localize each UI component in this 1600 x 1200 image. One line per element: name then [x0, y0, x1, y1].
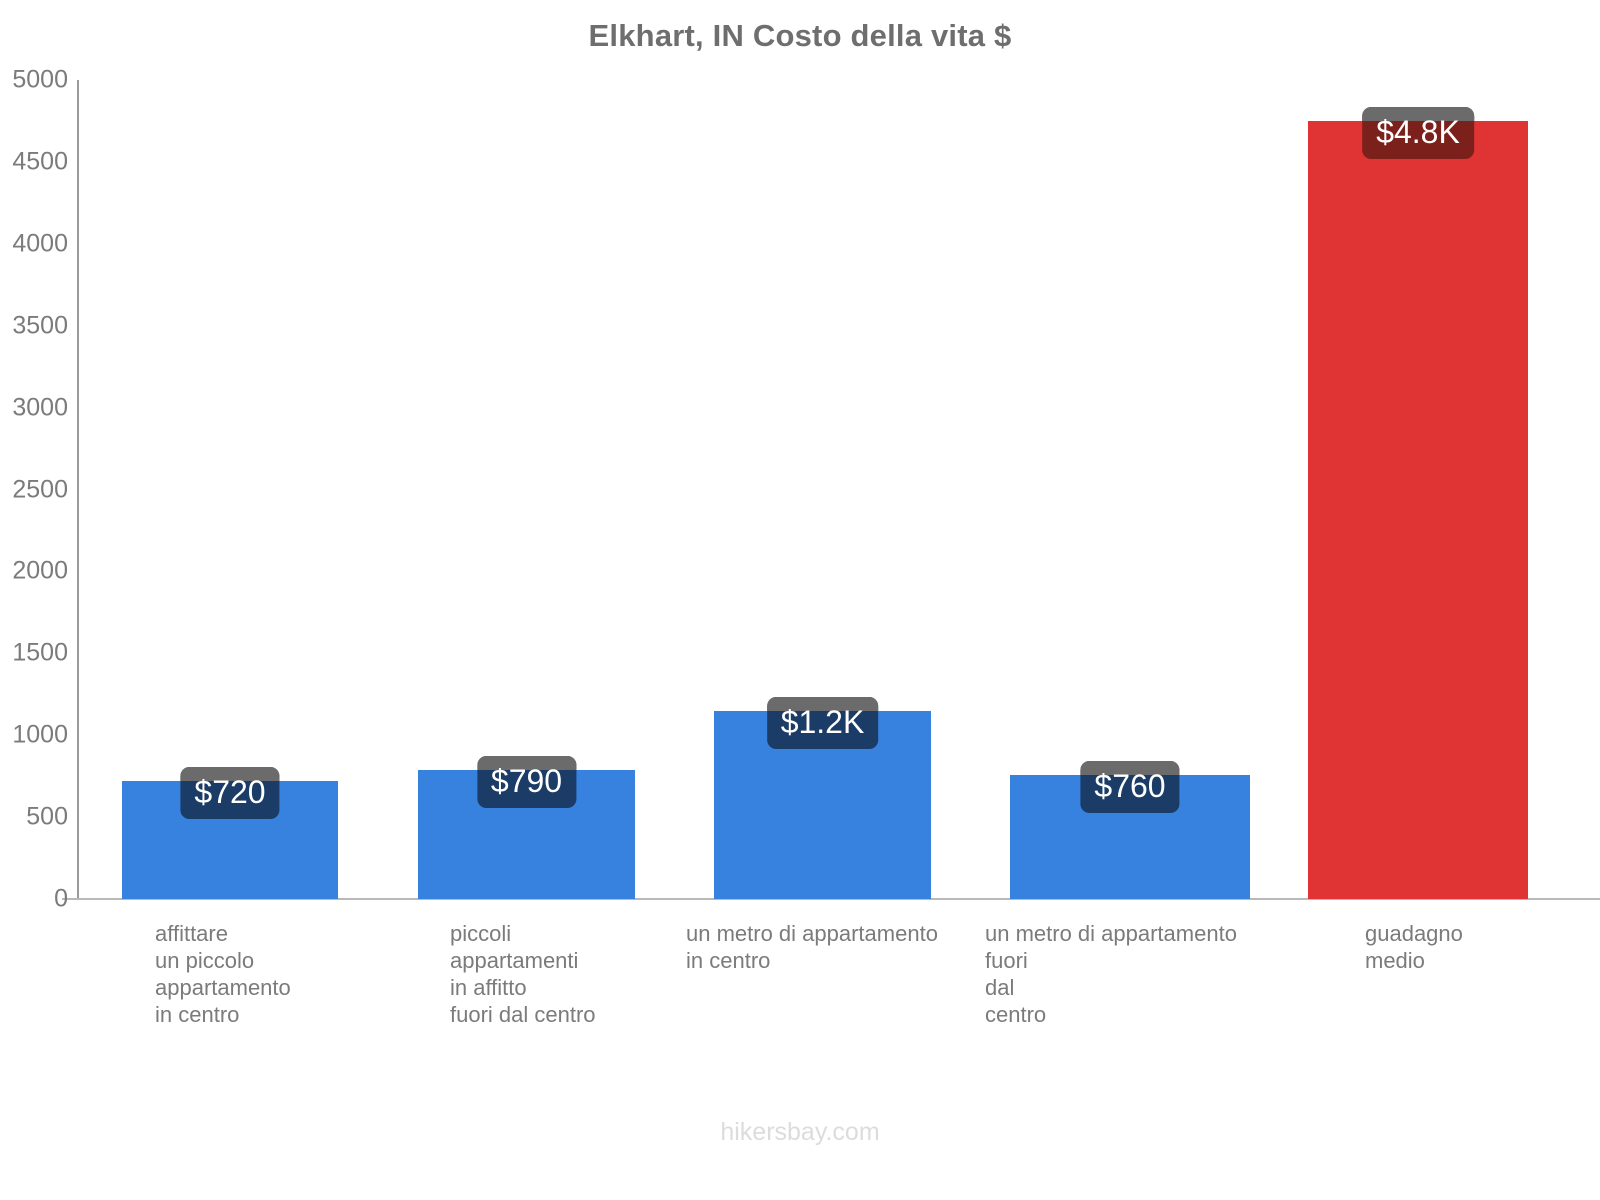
y-axis-tick-label: 3000 [12, 393, 68, 422]
badge-cap [476, 755, 577, 770]
y-axis-tick-label: 1500 [12, 638, 68, 667]
badge-cap [1362, 106, 1474, 121]
badge-cap [766, 696, 879, 711]
x-axis-category-label: guadagno medio [1365, 921, 1463, 973]
y-axis-tick-label: 4000 [12, 229, 68, 258]
bar-value-label: $790 [476, 755, 577, 808]
y-axis-tick-label: 500 [26, 802, 68, 831]
x-axis-category-label: affittare un piccolo appartamento in cen… [155, 921, 291, 1027]
y-axis-tick-label: 4500 [12, 147, 68, 176]
y-axis-tick-label: 2000 [12, 556, 68, 585]
bar-value-label: $760 [1080, 760, 1180, 813]
y-axis-tick-label: 3500 [12, 311, 68, 340]
y-axis-tick-label: 5000 [12, 65, 68, 94]
plot-area: 0 500 1000 1500 2000 2500 3000 3500 4000 4500 5000… [12, 66, 1600, 913]
bar[interactable] [1308, 120, 1528, 899]
y-axis-line [77, 80, 79, 899]
y-axis-tick-label: 1000 [12, 720, 68, 749]
y-axis-tick-label: 2500 [12, 475, 68, 503]
bar-value-label: $4.8K [1362, 106, 1474, 159]
chart-title: Elkhart, IN Costo della vita $ [588, 18, 1012, 53]
x-axis-category-label: un metro di appartamento in centro [686, 921, 938, 973]
x-axis-category-label: un metro di appartamento fuori dal centr… [985, 921, 1237, 1027]
badge-cap [180, 767, 280, 782]
x-axis-category-label: piccoli appartamenti in affitto fuori da… [450, 921, 596, 1027]
y-axis-tick-label: 0 [54, 884, 68, 913]
x-axis-line [62, 898, 1600, 900]
badge-cap [1080, 760, 1180, 775]
bar-value-label: $1.2K [766, 696, 879, 749]
watermark: hikersbay.com [720, 1118, 880, 1146]
bar-value-label: $720 [180, 767, 280, 820]
